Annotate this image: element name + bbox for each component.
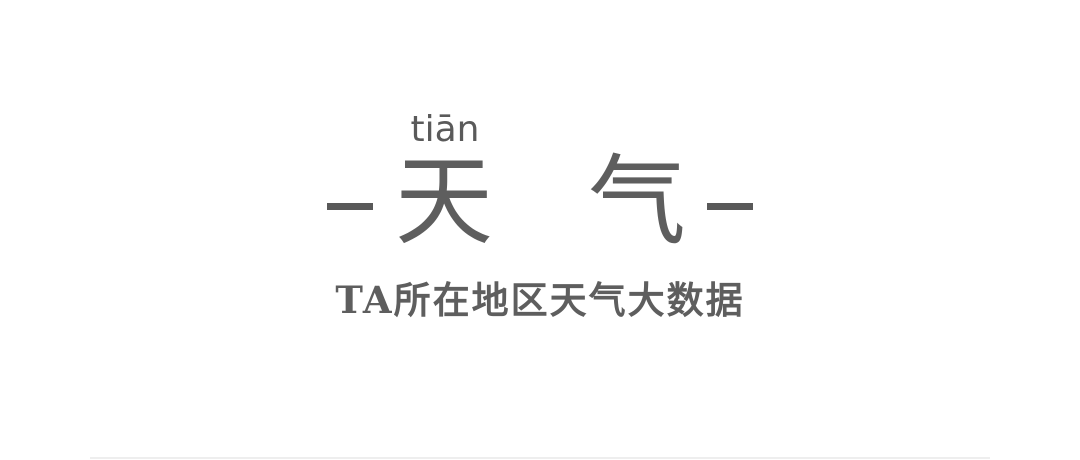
section-subtitle: TA所在地区天气大数据 <box>335 278 745 322</box>
title-dash-right <box>707 203 753 210</box>
bottom-divider <box>90 457 990 459</box>
pinyin-annotation: tiān <box>410 109 480 150</box>
title-char-tian: 天 <box>395 145 494 259</box>
title-dash-left <box>327 203 373 210</box>
title-char-qi: 气 <box>588 145 687 259</box>
